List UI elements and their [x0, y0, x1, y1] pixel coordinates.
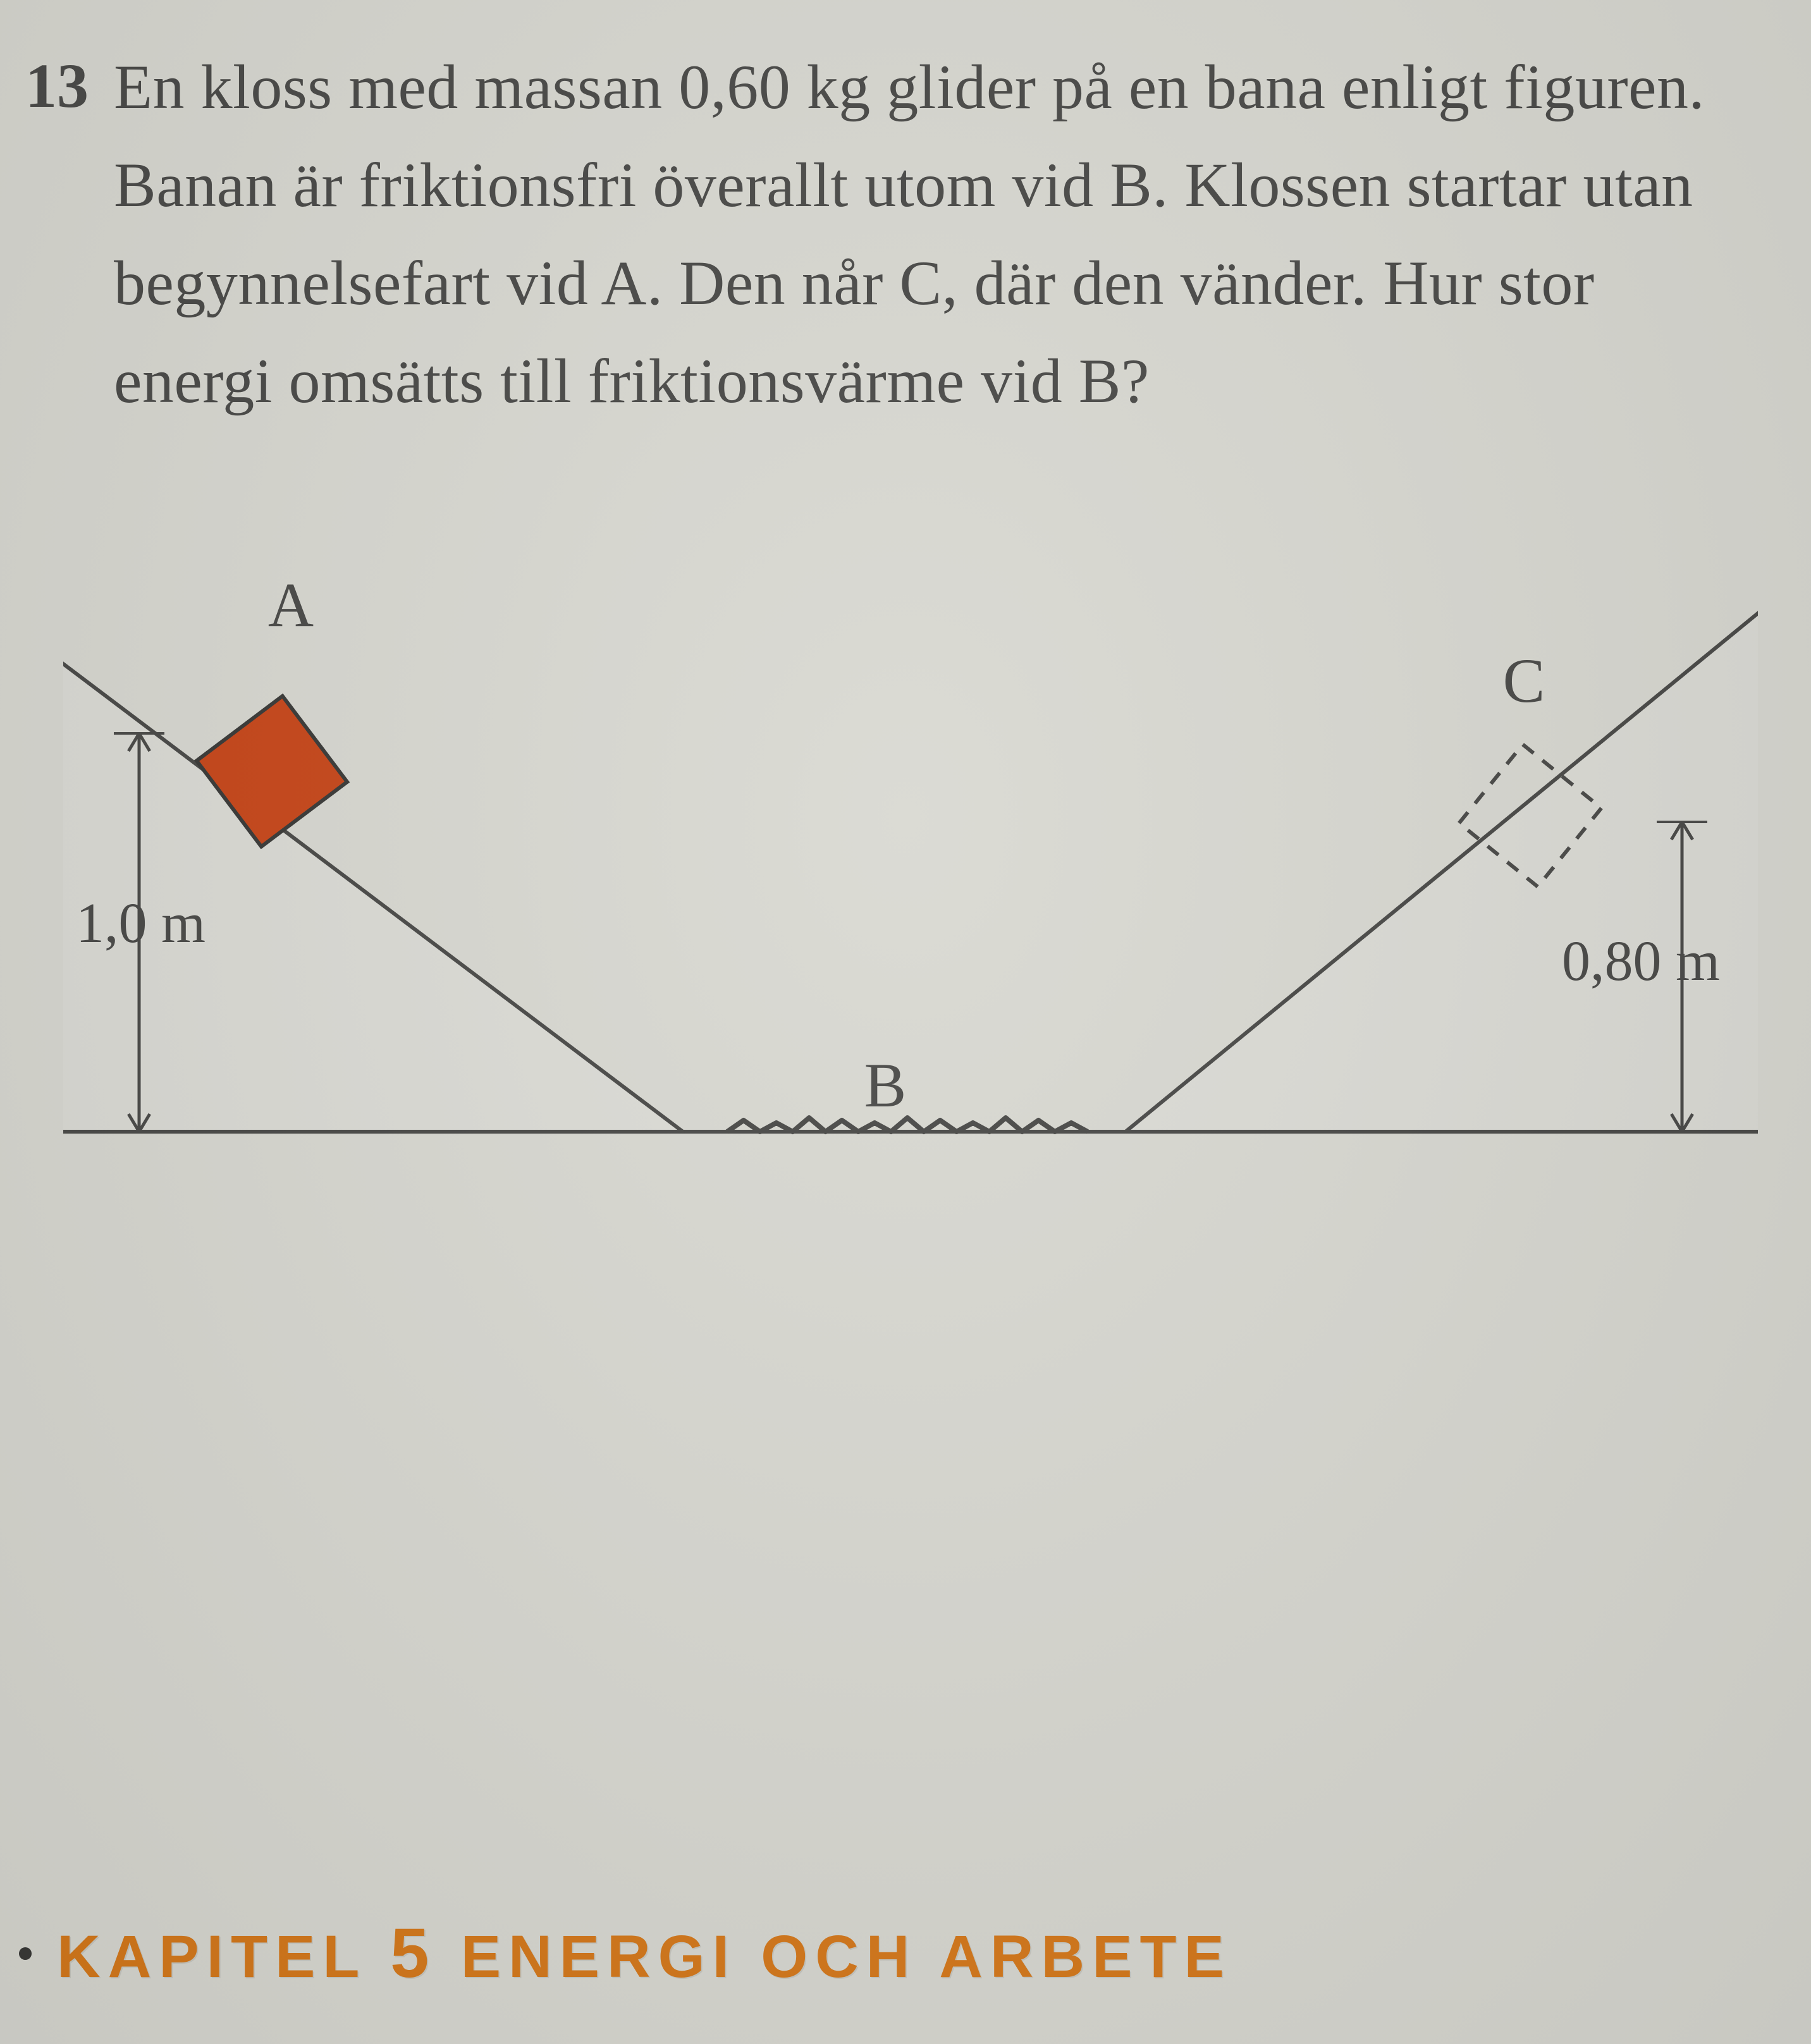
problem-text: En kloss med massan 0,60 kg glider på en…	[114, 38, 1760, 430]
svg-text:B: B	[864, 1050, 907, 1120]
chapter-number: 5	[390, 1914, 436, 1992]
chapter-title: KAPITEL 5 ENERGI OCH ARBETE	[57, 1913, 1232, 1993]
svg-text:A: A	[268, 570, 314, 640]
chapter-footer: KAPITEL 5 ENERGI OCH ARBETE	[0, 1913, 1232, 1993]
diagram: A B C 1,0 m 0,80 m	[63, 537, 1758, 1173]
chapter-name: ENERGI OCH ARBETE	[461, 1923, 1232, 1990]
problem-number: 13	[25, 38, 89, 128]
svg-text:C: C	[1503, 646, 1545, 716]
svg-text:0,80 m: 0,80 m	[1562, 930, 1720, 993]
chapter-prefix: KAPITEL	[57, 1923, 366, 1990]
bullet-icon	[19, 1947, 32, 1960]
svg-text:1,0 m: 1,0 m	[76, 892, 206, 955]
problem-block: 13 En kloss med massan 0,60 kg glider på…	[25, 38, 1760, 430]
